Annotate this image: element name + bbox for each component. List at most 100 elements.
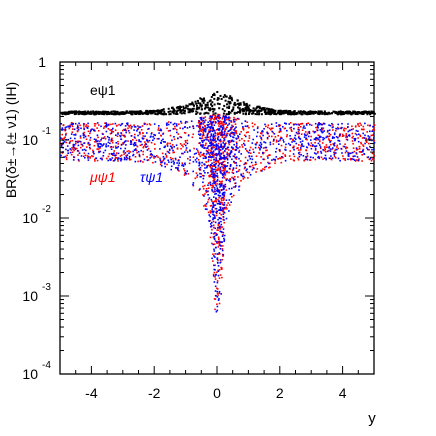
- data-point: [213, 250, 216, 252]
- legend-label-e: eψ1: [90, 82, 116, 98]
- data-point: [163, 146, 166, 149]
- data-point: [245, 109, 248, 112]
- data-point: [239, 110, 242, 113]
- data-point: [214, 172, 216, 175]
- data-point: [306, 138, 308, 141]
- data-point: [262, 158, 264, 161]
- data-point: [349, 157, 352, 160]
- data-point: [217, 218, 219, 221]
- data-point: [220, 230, 223, 233]
- data-point: [152, 161, 154, 164]
- data-point: [142, 146, 145, 149]
- data-point: [97, 144, 99, 147]
- data-point: [279, 139, 281, 142]
- data-point: [209, 120, 211, 122]
- data-point: [212, 136, 214, 138]
- data-point: [132, 154, 134, 157]
- data-point: [212, 150, 215, 152]
- data-point: [200, 98, 203, 101]
- data-point: [330, 139, 332, 142]
- data-point: [333, 132, 336, 134]
- data-point: [329, 150, 332, 152]
- data-point: [248, 149, 251, 152]
- data-point: [195, 113, 198, 115]
- data-point: [89, 143, 91, 146]
- data-point: [211, 153, 213, 155]
- data-point: [366, 148, 369, 151]
- data-point: [310, 124, 313, 126]
- data-point: [347, 134, 350, 137]
- data-point: [176, 109, 179, 112]
- data-point: [290, 126, 293, 129]
- data-point: [179, 156, 181, 158]
- data-point: [222, 112, 225, 115]
- data-point: [314, 148, 317, 150]
- data-point: [163, 110, 166, 113]
- data-point: [101, 110, 104, 113]
- data-point: [346, 139, 349, 141]
- data-point: [131, 110, 134, 113]
- data-point: [233, 175, 236, 178]
- data-point: [215, 158, 218, 160]
- data-point: [165, 156, 168, 158]
- data-point: [202, 188, 205, 190]
- data-point: [135, 139, 138, 142]
- data-point: [295, 131, 298, 134]
- data-point: [232, 131, 235, 134]
- data-point: [100, 111, 102, 114]
- data-point: [73, 134, 75, 136]
- data-point: [195, 102, 198, 105]
- data-point: [357, 148, 359, 151]
- data-point: [323, 157, 326, 159]
- data-point: [194, 159, 197, 161]
- data-point: [165, 155, 168, 157]
- data-point: [267, 157, 269, 159]
- data-point: [212, 173, 215, 175]
- data-point: [328, 139, 331, 141]
- data-point: [174, 125, 176, 128]
- data-point: [339, 159, 341, 162]
- data-point: [186, 139, 189, 142]
- data-point: [244, 166, 246, 169]
- data-point: [97, 145, 100, 148]
- data-point: [217, 142, 220, 145]
- data-point: [360, 142, 363, 145]
- data-point: [65, 148, 67, 151]
- data-point: [212, 139, 214, 142]
- data-point: [235, 162, 237, 164]
- data-point: [93, 144, 96, 147]
- data-point: [219, 209, 221, 211]
- data-point: [347, 153, 350, 155]
- data-point: [300, 143, 303, 146]
- data-point: [125, 158, 128, 161]
- data-point: [256, 168, 259, 170]
- data-point: [229, 134, 231, 136]
- data-point: [278, 143, 280, 145]
- data-point: [153, 155, 155, 158]
- data-point: [218, 191, 221, 193]
- data-point: [205, 129, 207, 131]
- data-point: [228, 117, 231, 120]
- data-point: [243, 163, 245, 166]
- data-point: [235, 145, 237, 148]
- data-point: [337, 147, 340, 150]
- data-point: [119, 158, 122, 160]
- data-point: [221, 245, 224, 247]
- data-point: [218, 107, 221, 110]
- data-point: [223, 219, 225, 221]
- data-point: [222, 255, 224, 257]
- data-point: [354, 159, 356, 161]
- data-point: [159, 163, 162, 166]
- data-point: [306, 155, 309, 157]
- data-point: [167, 123, 170, 126]
- data-point: [373, 137, 375, 139]
- data-point: [293, 112, 296, 115]
- data-point: [266, 136, 269, 139]
- data-point: [198, 189, 201, 191]
- data-point: [225, 128, 227, 130]
- data-point: [347, 123, 349, 125]
- data-point: [212, 177, 215, 179]
- data-point: [371, 148, 373, 151]
- data-point: [248, 155, 251, 158]
- data-point: [219, 202, 221, 204]
